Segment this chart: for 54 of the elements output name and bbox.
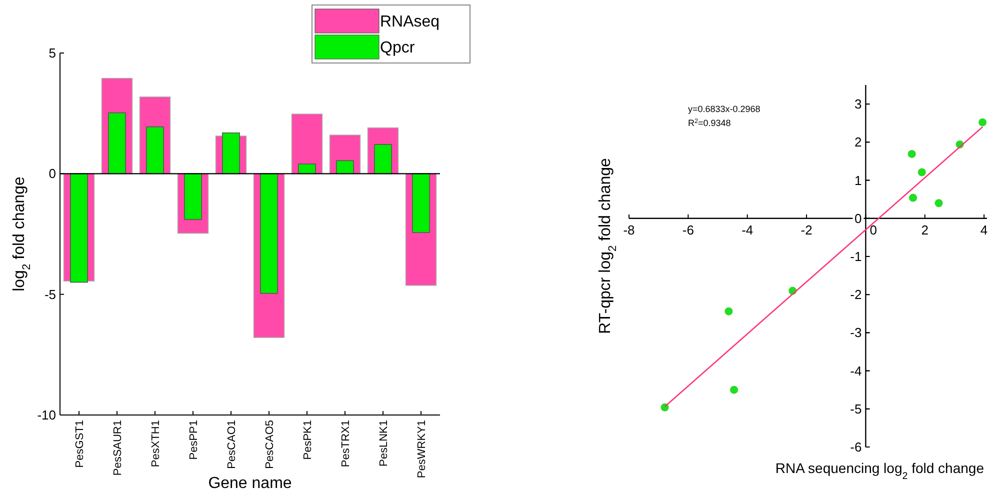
bar bbox=[184, 173, 202, 220]
point bbox=[909, 194, 918, 202]
bar bbox=[222, 132, 240, 174]
x-tick-label: -6 bbox=[682, 222, 694, 238]
y-tick-label: 5 bbox=[48, 46, 56, 61]
x-tick-label: PesCAO1 bbox=[226, 420, 238, 469]
x-axis-title: Gene name bbox=[208, 475, 292, 491]
x-tick-label: PesLNK1 bbox=[378, 420, 390, 466]
x-tick-label: PesPP1 bbox=[188, 420, 200, 460]
bar bbox=[108, 112, 126, 174]
x-tick-label: PesTRX1 bbox=[340, 420, 352, 468]
y-tick-label: -2 bbox=[850, 287, 862, 302]
y-tick-label: -5 bbox=[850, 401, 862, 416]
point bbox=[934, 199, 943, 208]
x-tick-label: PesSAUR1 bbox=[112, 420, 124, 476]
y-tick-label: -5 bbox=[44, 286, 56, 302]
legend-label: Qpcr bbox=[380, 40, 416, 57]
annotation: R$^{2}$=0.9348 bbox=[688, 118, 731, 128]
x-tick-label: -8 bbox=[623, 222, 635, 238]
point bbox=[918, 168, 926, 176]
x-tick-label: -4 bbox=[742, 222, 754, 238]
y-tick-label: -3 bbox=[850, 325, 862, 340]
y-tick-label: -10 bbox=[37, 408, 56, 423]
x-tick-label: 4 bbox=[980, 222, 988, 238]
point bbox=[908, 150, 916, 158]
x-tick-label: 2 bbox=[921, 222, 928, 238]
point bbox=[724, 307, 733, 316]
x-tick-label: PesCAO5 bbox=[264, 420, 276, 469]
bar bbox=[146, 126, 164, 174]
y-tick-label: 0 bbox=[48, 166, 56, 182]
point bbox=[730, 386, 738, 394]
x-tick-label: PesWRKY1 bbox=[416, 420, 428, 478]
bar bbox=[412, 173, 430, 233]
point bbox=[660, 403, 669, 412]
y-tick-label: 2 bbox=[854, 134, 862, 150]
y-tick-label: -1 bbox=[850, 249, 862, 264]
bar bbox=[260, 173, 278, 294]
bar bbox=[70, 173, 88, 283]
y-tick-label: 0 bbox=[854, 210, 862, 226]
legend-label: RNAseq bbox=[380, 14, 440, 31]
bar bbox=[336, 160, 354, 174]
bar bbox=[298, 164, 316, 174]
x-tick-label: 0 bbox=[870, 222, 877, 238]
point bbox=[978, 118, 987, 126]
x-tick-label: PesGST1 bbox=[74, 420, 86, 468]
y-tick-label: 1 bbox=[854, 172, 862, 188]
x-axis-title: RNA sequencing log$_{2}$ fold change bbox=[775, 460, 984, 482]
bar bbox=[374, 144, 392, 174]
y-tick-label: -4 bbox=[850, 363, 862, 378]
annotation: y=0.6833x-0.2968 bbox=[688, 104, 760, 114]
x-tick-label: -2 bbox=[800, 222, 812, 238]
x-tick-label: PesPK1 bbox=[302, 420, 314, 460]
y-tick-label: 3 bbox=[854, 96, 862, 112]
x-tick-label: PesXTH1 bbox=[150, 420, 162, 468]
